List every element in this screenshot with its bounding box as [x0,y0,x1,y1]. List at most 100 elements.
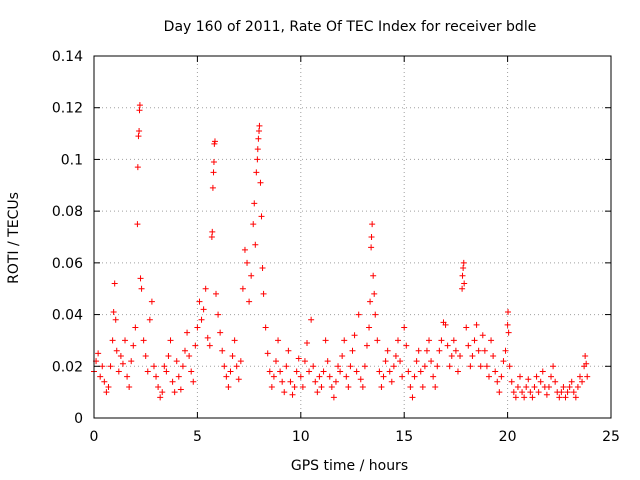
data-point [392,352,399,359]
data-layer [91,102,591,401]
data-point [403,342,410,349]
data-point [576,373,583,380]
data-point [341,337,348,344]
data-point [384,347,391,354]
data-point [533,373,540,380]
data-point [397,358,404,365]
data-point [378,383,385,390]
data-point [558,389,565,396]
data-point [198,316,205,323]
data-point [235,376,242,383]
data-point [233,363,240,370]
y-tick-label: 0.06 [52,256,83,272]
data-point [95,350,102,357]
data-point [200,306,207,313]
data-point [308,316,315,323]
data-point [548,373,555,380]
data-point [438,337,445,344]
data-point [279,378,286,385]
data-point [539,368,546,375]
data-point [508,378,515,385]
data-point [254,156,261,163]
data-point [419,383,426,390]
data-point [285,347,292,354]
data-point [136,102,143,109]
data-point [473,321,480,328]
data-point [270,373,277,380]
data-point [512,394,519,401]
data-point [481,347,488,354]
data-point [192,342,199,349]
data-point [490,352,497,359]
data-point [510,389,517,396]
x-tick-label: 25 [602,429,620,445]
data-point [304,340,311,347]
data-point [194,324,201,331]
data-point [529,394,536,401]
data-point [492,368,499,375]
data-point [560,383,567,390]
data-point [545,383,552,390]
data-point [181,347,188,354]
data-point [413,358,420,365]
data-point [134,221,141,228]
data-point [485,373,492,380]
data-point [514,383,521,390]
data-point [229,352,236,359]
data-point [388,378,395,385]
data-point [277,368,284,375]
data-point [190,378,197,385]
data-point [502,347,509,354]
data-point [256,122,263,129]
data-point [374,337,381,344]
data-point [442,321,449,328]
data-point [148,298,155,305]
data-point [165,352,172,359]
data-point [459,285,466,292]
data-point [506,363,513,370]
data-point [179,363,186,370]
data-point [136,127,143,134]
data-point [582,352,589,359]
data-point [124,373,131,380]
data-point [326,373,333,380]
data-point [428,358,435,365]
data-point [353,368,360,375]
data-point [250,221,257,228]
data-point [368,244,375,251]
y-tick-label: 0.08 [52,204,83,220]
data-point [122,337,129,344]
data-point [186,352,193,359]
data-point [459,272,466,279]
data-point [452,347,459,354]
data-point [572,394,579,401]
data-point [213,290,220,297]
data-point [335,363,342,370]
data-point [444,342,451,349]
data-point [97,373,104,380]
data-point [221,363,228,370]
data-point [330,394,337,401]
data-point [505,308,512,315]
y-tick-label: 0.14 [52,49,83,65]
data-point [177,386,184,393]
data-point [258,213,265,220]
data-point [272,358,279,365]
data-point [211,138,218,145]
data-point [505,329,512,336]
data-point [368,234,375,240]
data-point [370,272,377,279]
data-point [401,324,408,331]
data-point [289,391,296,398]
data-point [450,337,457,344]
data-point [556,394,563,401]
data-point [293,368,300,375]
y-axis-label: ROTI / TECUs [6,192,22,284]
data-point [202,285,209,292]
data-point [244,259,251,266]
data-point [140,337,147,344]
data-point [110,308,117,315]
plot-frame [93,55,612,419]
data-point [188,368,195,375]
data-point [146,316,153,323]
